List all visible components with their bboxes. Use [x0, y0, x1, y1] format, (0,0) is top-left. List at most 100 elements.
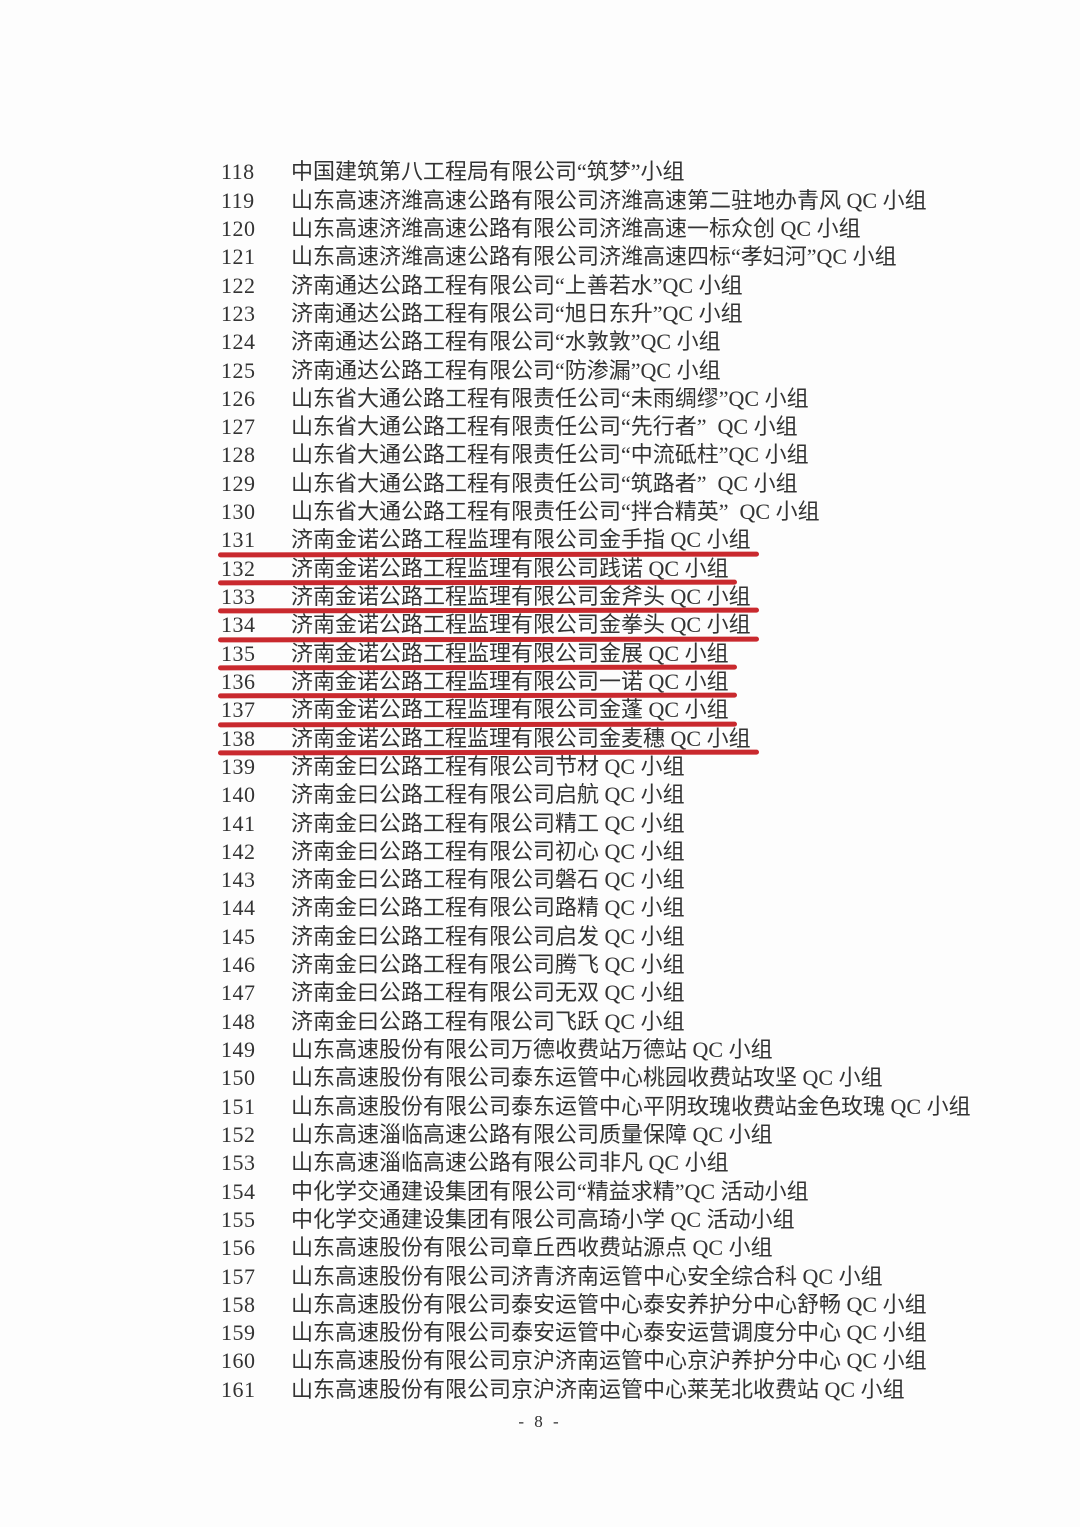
list-row: 128 山东省大通公路工程有限责任公司“中流砥柱”QC 小组	[188, 413, 988, 467]
row-number: 128	[221, 442, 256, 468]
list-row: 131 济南金诺公路工程监理有限公司金手指 QC 小组	[188, 498, 988, 558]
list-row: 147 济南金曰公路工程有限公司无双 QC 小组	[188, 951, 988, 1005]
list-row: 123 济南通达公路工程有限公司“旭日东升”QC 小组	[188, 272, 988, 326]
row-number: 156	[221, 1235, 256, 1261]
row-inner: 156 山东高速股份有限公司章丘西收费站源点 QC 小组	[221, 1234, 773, 1262]
list-row: 153 山东高速淄临高速公路有限公司非凡 QC 小组	[188, 1121, 988, 1175]
row-inner: 153 山东高速淄临高速公路有限公司非凡 QC 小组	[221, 1149, 729, 1177]
row-number: 150	[221, 1065, 256, 1091]
row-inner: 121 山东高速济潍高速公路有限公司济潍高速四标“孝妇河”QC 小组	[221, 243, 897, 271]
list-row: 144 济南金曰公路工程有限公司路精 QC 小组	[188, 866, 988, 920]
row-inner: 141 济南金曰公路工程有限公司精工 QC 小组	[221, 810, 685, 838]
row-number: 136	[221, 668, 256, 694]
list-row: 151 山东高速股份有限公司泰东运管中心平阴玫瑰收费站金色玫瑰 QC 小组	[188, 1064, 988, 1119]
row-number: 160	[221, 1348, 256, 1374]
row-number: 159	[221, 1320, 256, 1346]
row-number: 142	[221, 838, 256, 864]
row-inner: 127 山东省大通公路工程有限责任公司“先行者” QC 小组	[221, 413, 798, 441]
row-text: 山东高速股份有限公司泰东运管中心桃园收费站攻坚 QC 小组	[291, 1065, 883, 1091]
list-row: 122 济南通达公路工程有限公司“上善若水”QC 小组	[188, 243, 988, 298]
row-number: 145	[221, 923, 256, 949]
row-number: 152	[221, 1121, 256, 1147]
row-number: 129	[221, 470, 256, 496]
list-row: 148 济南金曰公路工程有限公司飞跃 QC 小组	[188, 979, 988, 1034]
row-text: 山东高速股份有限公司京沪济南运管中心莱芜北收费站 QC 小组	[291, 1376, 905, 1402]
list-row: 135 济南金诺公路工程监理有限公司金展 QC 小组	[188, 611, 988, 671]
page-number: - 8 -	[518, 1412, 562, 1431]
row-number: 151	[221, 1093, 256, 1119]
row-text: 济南金曰公路工程有限公司节材 QC 小组	[291, 753, 685, 779]
row-inner: 123 济南通达公路工程有限公司“旭日东升”QC 小组	[221, 300, 743, 328]
list-row: 141 济南金曰公路工程有限公司精工 QC 小组	[188, 781, 988, 836]
row-inner: 119 山东高速济潍高速公路有限公司济潍高速第二驻地办青风 QC 小组	[221, 187, 927, 215]
row-inner: 152 山东高速淄临高速公路有限公司质量保障 QC 小组	[221, 1121, 773, 1149]
row-number: 157	[221, 1263, 256, 1289]
row-number: 147	[221, 980, 256, 1006]
row-text: 济南金诺公路工程监理有限公司金斧头 QC 小组	[291, 584, 751, 609]
row-inner: 128 山东省大通公路工程有限责任公司“中流砥柱”QC 小组	[221, 441, 809, 469]
row-text: 山东高速股份有限公司泰安运管中心泰安养护分中心舒畅 QC 小组	[291, 1291, 927, 1317]
row-number: 133	[221, 584, 256, 609]
row-number: 146	[221, 952, 256, 978]
row-text: 中国建筑第八工程局有限公司“筑梦”小组	[291, 159, 685, 185]
row-number: 121	[221, 244, 256, 270]
row-text: 济南金曰公路工程有限公司腾飞 QC 小组	[291, 952, 685, 978]
list-row: 125 济南通达公路工程有限公司“防渗漏”QC 小组	[188, 328, 988, 383]
row-inner: 132 济南金诺公路工程监理有限公司践诺 QC 小组	[218, 555, 737, 586]
row-inner: 131 济南金诺公路工程监理有限公司金手指 QC 小组	[218, 526, 759, 558]
row-inner: 147 济南金曰公路工程有限公司无双 QC 小组	[221, 979, 685, 1007]
row-inner: 160 山东高速股份有限公司京沪济南运管中心京沪养护分中心 QC 小组	[221, 1347, 927, 1375]
row-inner: 137 济南金诺公路工程监理有限公司金蓬 QC 小组	[218, 696, 737, 727]
row-inner: 139 济南金曰公路工程有限公司节材 QC 小组	[221, 753, 685, 781]
row-inner: 159 山东高速股份有限公司泰安运管中心泰安运营调度分中心 QC 小组	[221, 1319, 927, 1347]
row-text: 济南金曰公路工程有限公司飞跃 QC 小组	[291, 1008, 685, 1034]
list-row: 126 山东省大通公路工程有限责任公司“未雨绸缪”QC 小组	[188, 357, 988, 411]
row-text: 山东高速股份有限公司泰安运管中心泰安运营调度分中心 QC 小组	[291, 1320, 927, 1346]
list-row: 146 济南金曰公路工程有限公司腾飞 QC 小组	[188, 923, 988, 977]
row-text: 济南通达公路工程有限公司“防渗漏”QC 小组	[291, 357, 721, 383]
row-number: 143	[221, 867, 256, 893]
row-text: 济南金曰公路工程有限公司精工 QC 小组	[291, 810, 685, 836]
row-number: 127	[221, 414, 256, 440]
row-text: 山东省大通公路工程有限责任公司“筑路者” QC 小组	[291, 470, 798, 496]
row-inner: 124 济南通达公路工程有限公司“水敦敦”QC 小组	[221, 328, 721, 356]
list-row: 133 济南金诺公路工程监理有限公司金斧头 QC 小组	[188, 555, 988, 614]
list-row: 155 中化学交通建设集团有限公司高琦小学 QC 活动小组	[188, 1178, 988, 1232]
row-number: 155	[221, 1206, 256, 1232]
row-inner: 126 山东省大通公路工程有限责任公司“未雨绸缪”QC 小组	[221, 385, 809, 413]
row-text: 济南金诺公路工程监理有限公司金蓬 QC 小组	[291, 697, 729, 723]
row-number: 124	[221, 329, 256, 355]
row-inner: 154 中化学交通建设集团有限公司“精益求精”QC 活动小组	[221, 1178, 809, 1206]
row-number: 135	[221, 640, 256, 666]
list-row: 150 山东高速股份有限公司泰东运管中心桃园收费站攻坚 QC 小组	[188, 1036, 988, 1090]
list-row: 118 中国建筑第八工程局有限公司“筑梦”小组	[188, 130, 988, 184]
row-inner: 136 济南金诺公路工程监理有限公司一诺 QC 小组	[218, 668, 737, 699]
row-inner: 149 山东高速股份有限公司万德收费站万德站 QC 小组	[221, 1036, 773, 1064]
row-text: 山东高速济潍高速公路有限公司济潍高速四标“孝妇河”QC 小组	[291, 244, 897, 270]
row-text: 山东高速济潍高速公路有限公司济潍高速第二驻地办青风 QC 小组	[291, 187, 927, 213]
list-row: 129 山东省大通公路工程有限责任公司“筑路者” QC 小组	[188, 441, 988, 496]
row-inner: 125 济南通达公路工程有限公司“防渗漏”QC 小组	[221, 357, 721, 385]
row-text: 山东省大通公路工程有限责任公司“未雨绸缪”QC 小组	[291, 385, 809, 411]
row-inner: 146 济南金曰公路工程有限公司腾飞 QC 小组	[221, 951, 685, 979]
row-inner: 134 济南金诺公路工程监理有限公司金拳头 QC 小组	[218, 611, 759, 643]
row-inner: 144 济南金曰公路工程有限公司路精 QC 小组	[221, 894, 685, 922]
row-text: 山东高速股份有限公司济青济南运管中心安全综合科 QC 小组	[291, 1263, 883, 1289]
list-row: 145 济南金曰公路工程有限公司启发 QC 小组	[188, 894, 988, 949]
list-row: 149 山东高速股份有限公司万德收费站万德站 QC 小组	[188, 1008, 988, 1062]
row-number: 119	[221, 187, 255, 213]
list-row: 132 济南金诺公路工程监理有限公司践诺 QC 小组	[188, 526, 988, 586]
list-row: 143 济南金曰公路工程有限公司磐石 QC 小组	[188, 838, 988, 892]
row-text: 济南金诺公路工程监理有限公司金麦穗 QC 小组	[291, 725, 751, 751]
row-inner: 151 山东高速股份有限公司泰东运管中心平阴玫瑰收费站金色玫瑰 QC 小组	[221, 1093, 971, 1121]
row-number: 149	[221, 1037, 256, 1062]
row-inner: 150 山东高速股份有限公司泰东运管中心桃园收费站攻坚 QC 小组	[221, 1064, 883, 1092]
row-number: 123	[221, 300, 256, 326]
row-text: 济南金曰公路工程有限公司初心 QC 小组	[291, 838, 685, 864]
row-text: 济南金诺公路工程监理有限公司一诺 QC 小组	[291, 668, 729, 694]
row-text: 济南金诺公路工程监理有限公司金手指 QC 小组	[291, 527, 751, 553]
qc-list: 118 中国建筑第八工程局有限公司“筑梦”小组 119 山东高速济潍高速公路有限公司…	[188, 130, 988, 1402]
row-number: 132	[221, 555, 256, 581]
row-text: 山东省大通公路工程有限责任公司“拌合精英” QC 小组	[291, 499, 820, 525]
